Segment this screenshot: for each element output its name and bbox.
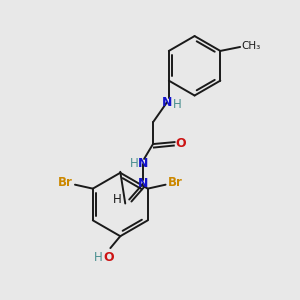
Text: N: N [138, 177, 148, 190]
Text: Br: Br [58, 176, 73, 189]
Text: H: H [94, 251, 103, 265]
Text: O: O [176, 136, 186, 150]
Text: H: H [130, 158, 139, 170]
Text: H: H [113, 193, 122, 206]
Text: Br: Br [168, 176, 183, 189]
Text: H: H [172, 98, 181, 111]
Text: O: O [103, 251, 114, 265]
Text: N: N [162, 96, 172, 109]
Text: CH₃: CH₃ [241, 41, 260, 51]
Text: N: N [138, 158, 148, 170]
